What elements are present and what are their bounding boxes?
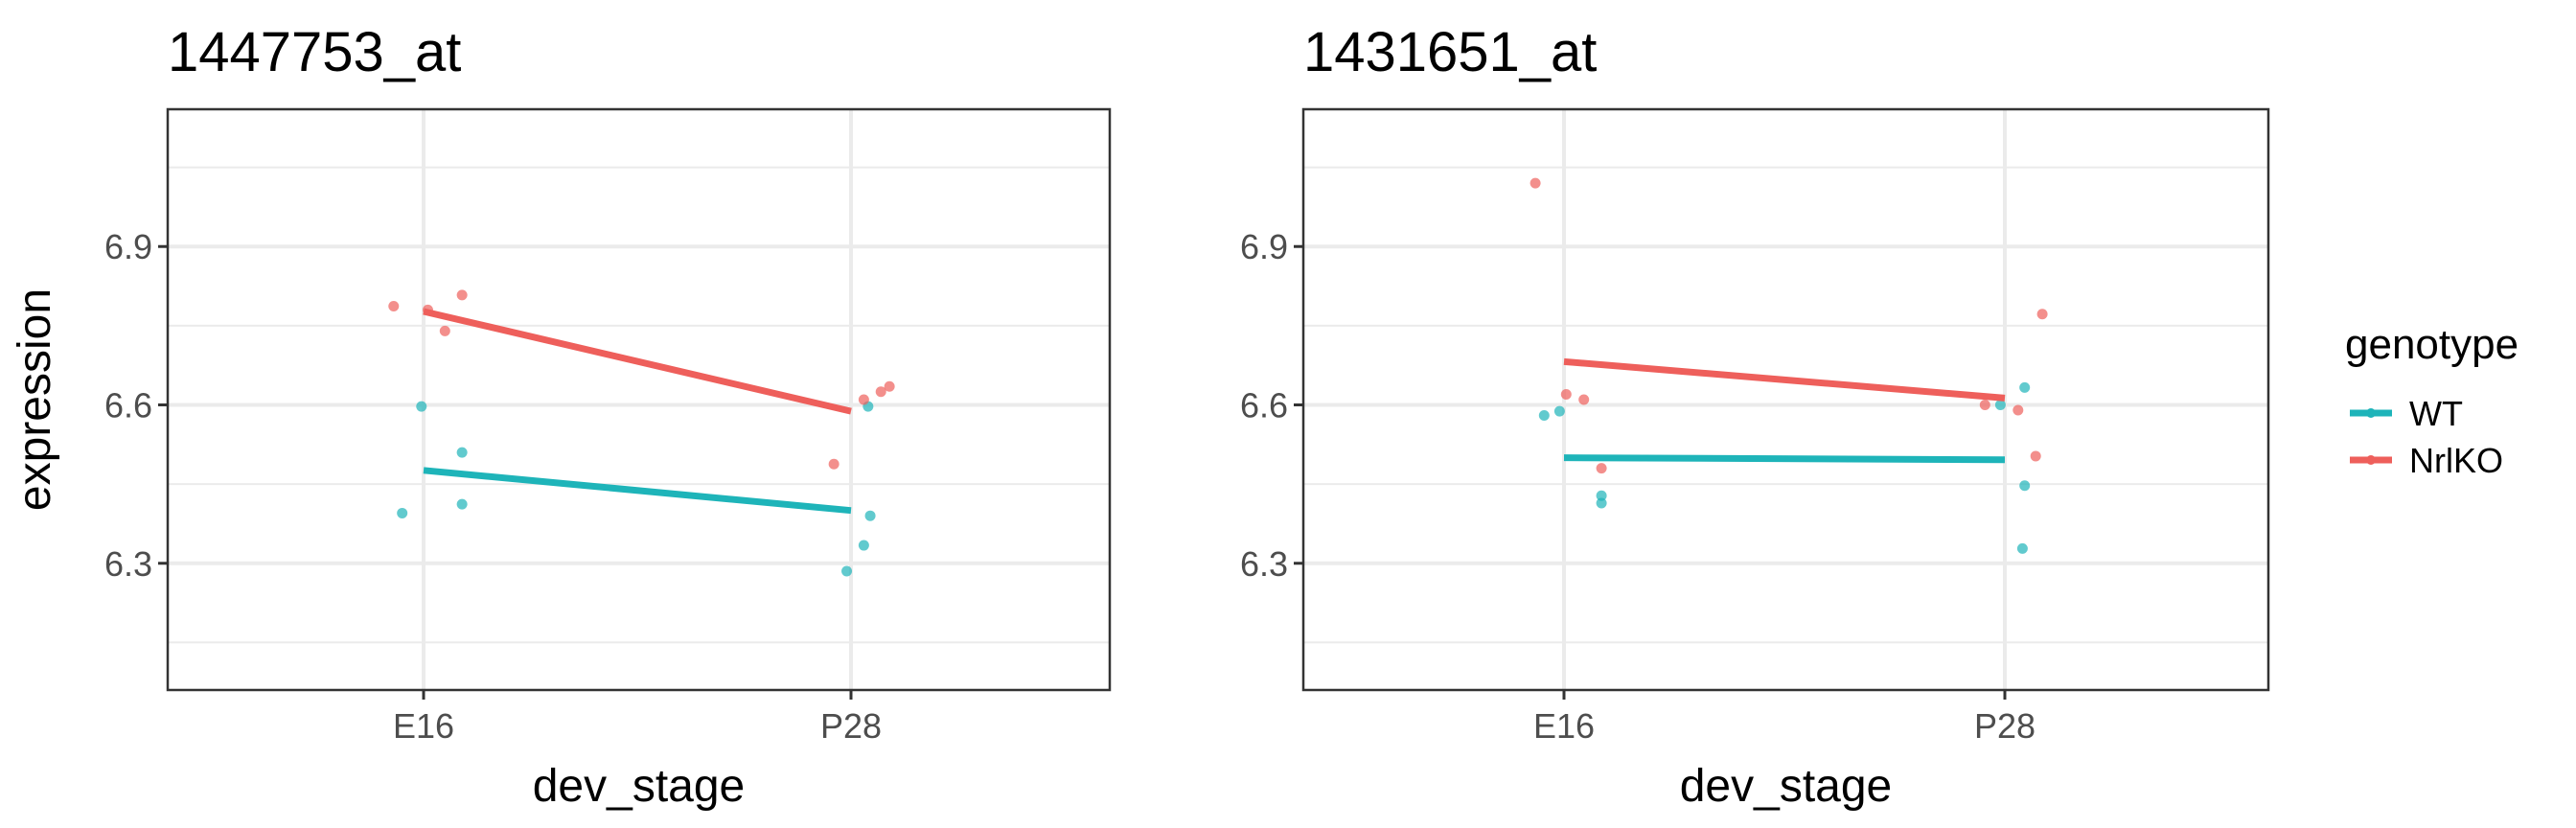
x-axis-title: dev_stage [1680,761,1893,812]
data-point-wt [841,565,853,577]
data-point-nrlko [1596,463,1607,474]
data-point-nrlko [1979,400,1990,411]
y-tick-label: 6.9 [1240,227,1288,266]
series-line-nrlko [1563,357,2006,402]
legend-key-nrlko [2350,455,2392,465]
y-tick-label: 6.6 [104,386,152,426]
data-point-wt [2016,542,2028,554]
data-point-nrlko [1578,394,1590,405]
data-point-nrlko [2030,450,2041,462]
data-point-nrlko [439,325,450,336]
data-point-wt [456,447,468,458]
series-line-wt [1563,454,2006,464]
data-point-wt [1553,405,1565,417]
panel-1447753-at: 6.3 6.6 6.9 E16 P28 1447753_at dev_stage expres… [10,21,1112,812]
data-point-nrlko [858,394,869,405]
data-point-nrlko [456,289,468,301]
data-point-wt [858,540,869,551]
data-point-wt [1538,410,1550,422]
data-point-nrlko [1530,177,1541,189]
data-point-nrlko [2036,309,2048,320]
data-point-wt [1596,497,1607,509]
data-point-wt [456,498,468,510]
x-axis-title: dev_stage [533,761,746,812]
legend-title: genotype [2345,321,2518,368]
data-point-nrlko [2012,404,2024,416]
legend-label-nrlko: NrlKO [2409,441,2503,480]
panel-1431651-at: 6.3 6.6 6.9 E16 P28 1431651_at dev_stage [1240,21,2270,812]
data-point-wt [1596,490,1607,501]
data-point-nrlko [884,380,895,392]
panel-title: 1431651_at [1303,21,1597,83]
data-point-nrlko [828,458,840,470]
y-tick-label: 6.6 [1240,386,1288,426]
x-tick-label: P28 [1974,706,2036,746]
data-point-wt [397,507,408,518]
panel-background [1303,109,2268,690]
x-tick-label: E16 [1533,706,1595,746]
panel-title: 1447753_at [168,21,461,83]
x-tick-label: P28 [820,706,882,746]
data-point-nrlko [1560,388,1572,400]
y-tick-label: 6.3 [104,544,152,584]
panel-border [166,107,1112,692]
panel-background [168,109,1110,690]
y-tick-label: 6.3 [1240,544,1288,584]
data-point-nrlko [388,300,400,311]
series-line-nrlko [423,308,852,415]
legend-label-wt: WT [2409,394,2463,433]
data-point-wt [1994,400,2006,411]
data-point-wt [2019,381,2031,393]
data-point-wt [416,401,427,412]
legend: genotype WT NrlKO [2345,321,2518,480]
legend-key-wt [2350,408,2392,418]
y-tick-label: 6.9 [104,227,152,266]
series-line-wt [423,467,852,515]
y-axis-title: expression [10,288,60,511]
data-point-nrlko [875,386,886,398]
data-point-wt [2019,480,2031,492]
panel-border [1301,107,2270,692]
data-point-wt [864,510,876,521]
x-tick-label: E16 [393,706,454,746]
